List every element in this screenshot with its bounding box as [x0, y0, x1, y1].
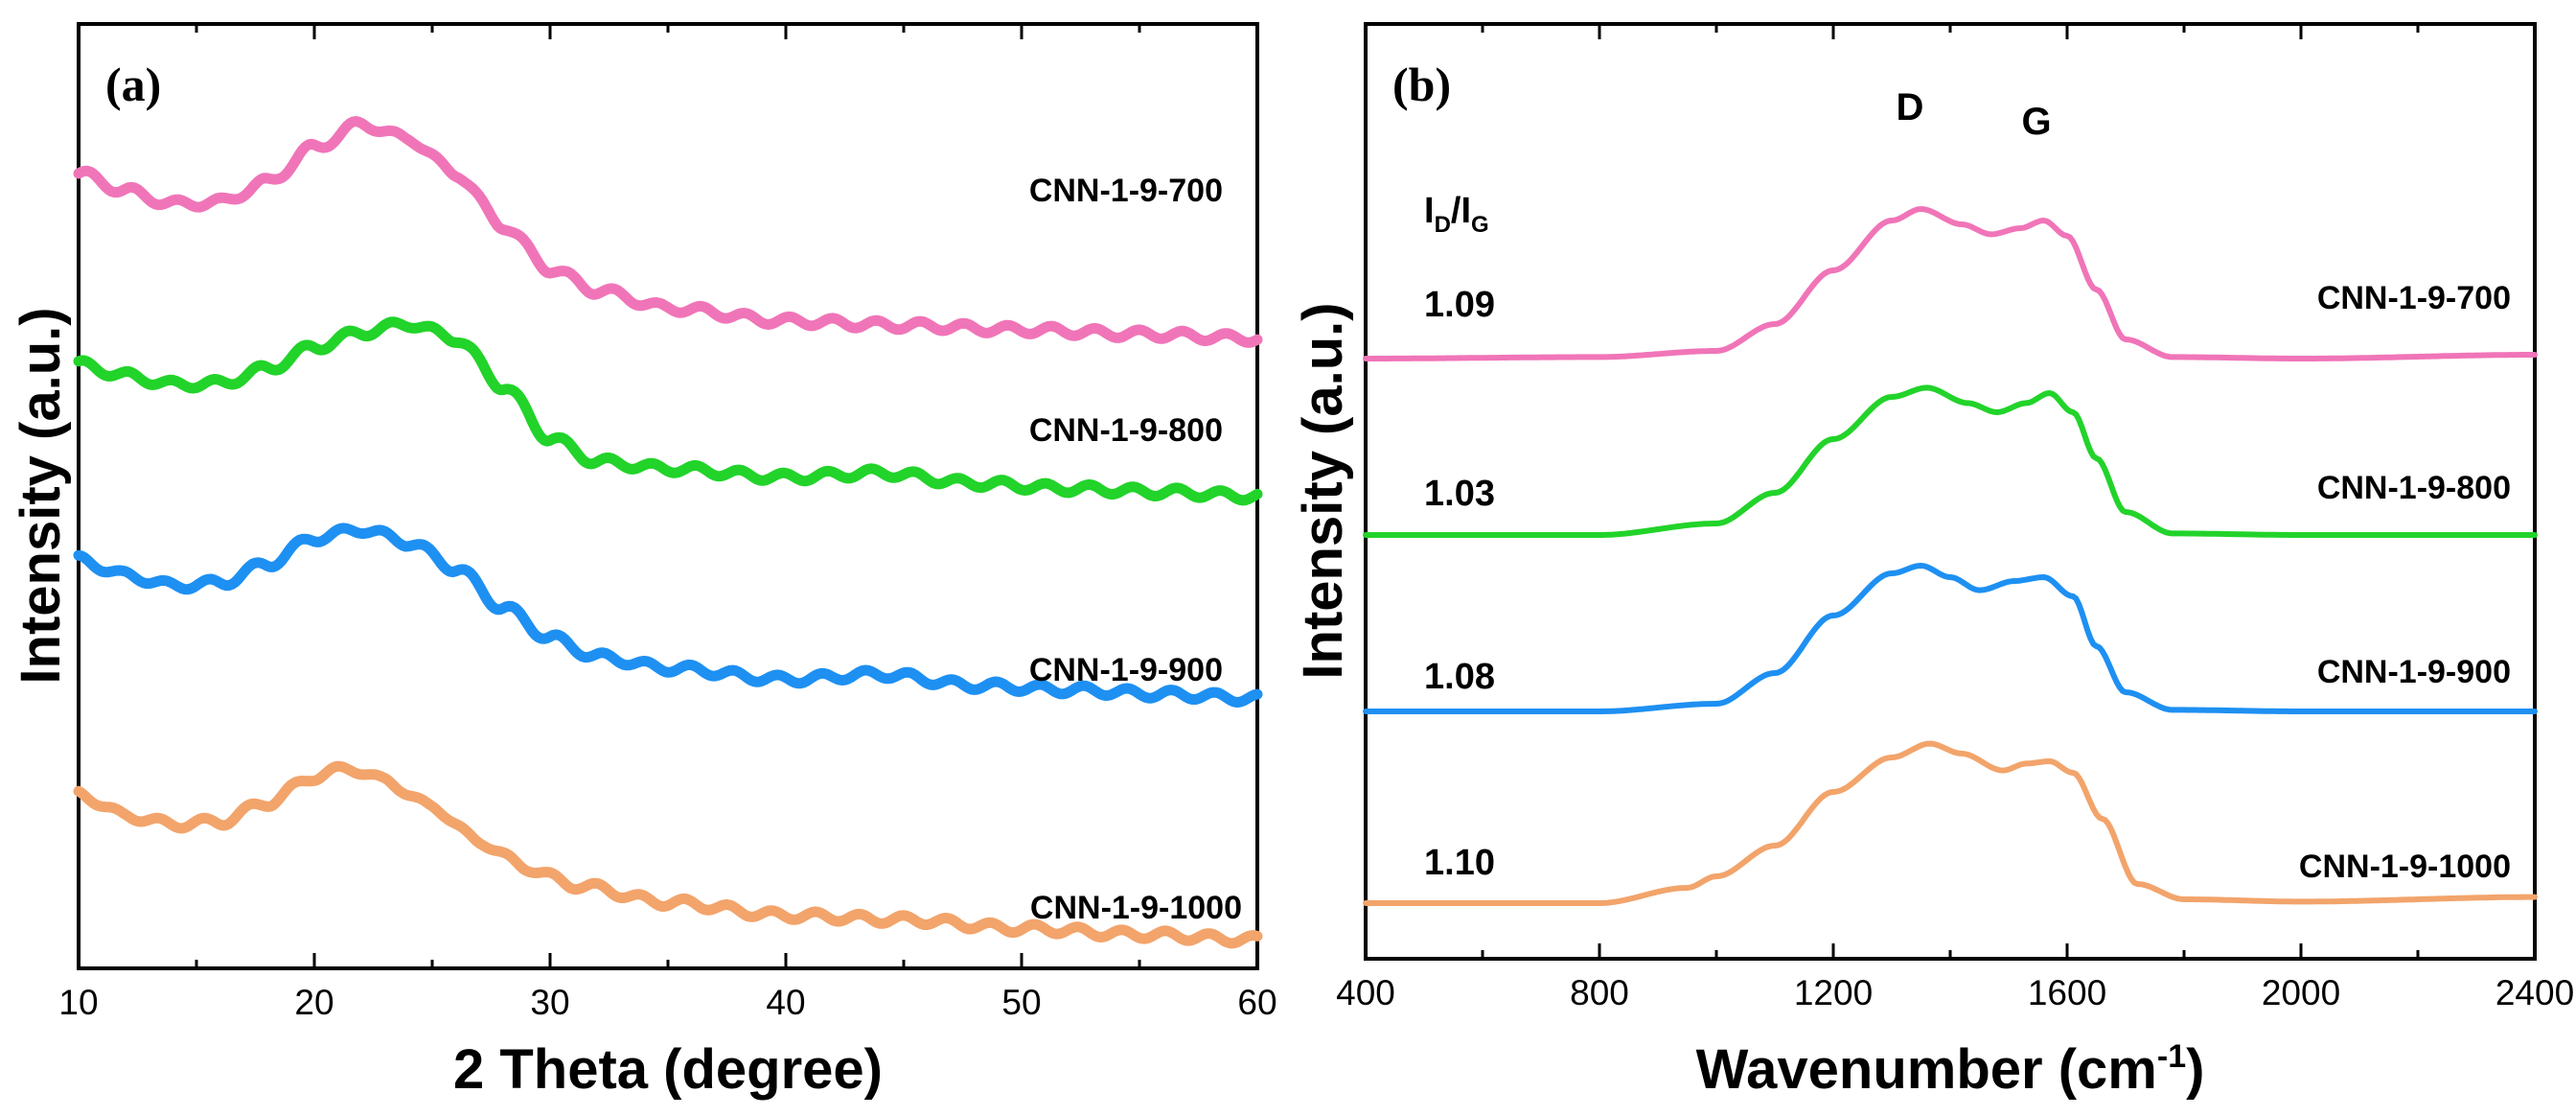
series-line-b-CNN-1-9-800: [1363, 384, 2538, 538]
x-tick-label-b-2000: 2000: [2262, 973, 2340, 1012]
panel-b-x-axis-title: Wavenumber (cm-1): [1696, 1038, 2205, 1101]
id-ig-value-1000: 1.10: [1424, 843, 1495, 883]
panel-b-label: (b): [1392, 58, 1451, 111]
x-tick-label-b-2400: 2400: [2496, 973, 2574, 1012]
x-tick-label-a-60: 60: [1237, 983, 1276, 1022]
series-label-b-1000: CNN-1-9-1000: [2299, 849, 2511, 885]
series-line-a-CNN-1-9-700: [73, 116, 1263, 348]
series-line-a-CNN-1-9-1000: [73, 760, 1263, 949]
x-tick-label-b-800: 800: [1570, 973, 1629, 1012]
panel-a-x-ticks: 10 20 30 40 50 60: [58, 24, 1277, 1022]
x-tick-label-b-1200: 1200: [1794, 973, 1873, 1012]
series-line-a-CNN-1-9-800: [73, 316, 1263, 506]
x-tick-label-a-40: 40: [766, 983, 805, 1022]
x-tick-label-b-400: 400: [1336, 973, 1395, 1012]
x-tick-label-a-50: 50: [1001, 983, 1041, 1022]
id-ig-value-700: 1.09: [1424, 285, 1495, 325]
peak-label-d: D: [1897, 86, 1924, 128]
series-label-a-700: CNN-1-9-700: [1029, 173, 1223, 209]
panel-b-x-ticks: 400 800 1200 1600 2000 2400: [1336, 24, 2574, 1012]
panel-b-ratio-values: 1.09 1.03 1.08 1.10: [1424, 285, 1495, 883]
panel-a-frame: [77, 22, 1259, 970]
x-tick-label-a-30: 30: [530, 983, 569, 1022]
series-line-b-CNN-1-9-900: [1363, 563, 2538, 714]
id-ig-value-900: 1.08: [1424, 657, 1495, 697]
series-line-a-CNN-1-9-900: [73, 523, 1263, 708]
series-label-b-800: CNN-1-9-800: [2317, 470, 2511, 506]
panel-a-series-labels: CNN-1-9-700 CNN-1-9-800 CNN-1-9-900 CNN-…: [1029, 173, 1242, 926]
panel-b-y-axis-title: Intensity (a.u.): [1292, 302, 1354, 679]
panel-b-series-labels: CNN-1-9-700 CNN-1-9-800 CNN-1-9-900 CNN-…: [2299, 280, 2511, 885]
panel-b: 400 800 1200 1600 2000 2400 (b) Wavenumber (c…: [1292, 22, 2574, 1101]
series-label-a-1000: CNN-1-9-1000: [1030, 890, 1242, 926]
peak-label-g: G: [2021, 101, 2051, 143]
series-line-b-CNN-1-9-700: [1363, 206, 2538, 361]
panel-a: 10 20 30 40 50 60 (a) 2 Theta (degree) Intens…: [10, 22, 1277, 1101]
panel-b-series: [1363, 206, 2538, 906]
panel-a-series: [73, 116, 1263, 949]
x-tick-label-b-1600: 1600: [2028, 973, 2106, 1012]
series-line-b-CNN-1-9-1000: [1363, 740, 2538, 906]
panel-a-y-axis-title: Intensity (a.u.): [10, 307, 72, 684]
id-ig-value-800: 1.03: [1424, 474, 1495, 514]
x-tick-label-a-20: 20: [294, 983, 334, 1022]
series-label-b-900: CNN-1-9-900: [2317, 654, 2511, 690]
x-tick-label-a-10: 10: [58, 983, 98, 1022]
panel-a-x-axis-title: 2 Theta (degree): [453, 1038, 883, 1101]
series-label-a-800: CNN-1-9-800: [1029, 412, 1223, 449]
id-ig-header: ID/IG: [1424, 191, 1489, 238]
panel-a-label: (a): [105, 58, 161, 111]
series-label-b-700: CNN-1-9-700: [2317, 280, 2511, 316]
series-label-a-900: CNN-1-9-900: [1029, 652, 1223, 688]
